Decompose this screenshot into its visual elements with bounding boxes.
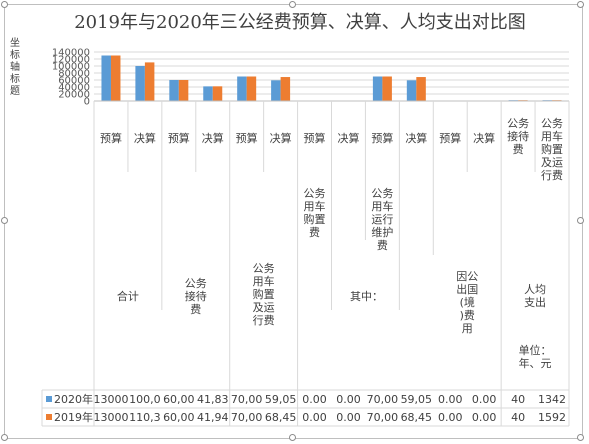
chart-frame[interactable]: [4, 4, 583, 439]
resize-handle-middle-left[interactable]: [1, 217, 8, 224]
x-group-label: 因公出国(境)费用: [456, 270, 478, 335]
data-table-value: 0.00: [302, 411, 327, 424]
data-table-value: 1592: [538, 411, 566, 424]
x-category-label: 公务接待费: [507, 117, 529, 156]
data-table-value: 0.00: [438, 393, 463, 406]
chart-title[interactable]: 2019年与2020年三公经费预算、决算、人均支出对比图: [74, 12, 526, 33]
y-tick-label: 60000: [58, 76, 90, 87]
x-group-label: 公务用车购置及运行费: [253, 262, 275, 327]
bar-2019[interactable]: [416, 77, 426, 101]
data-table-value: 0.00: [472, 393, 497, 406]
x-category-label: 预算: [100, 131, 122, 145]
data-table-value: 70,00: [367, 393, 399, 406]
data-table-value: 0.00: [472, 411, 497, 424]
x-subgroup-label: 公务用车运行维护费: [371, 187, 393, 252]
x-category-label: 预算: [304, 131, 326, 145]
x-group-label: 公务接待费: [185, 277, 207, 316]
legend-label[interactable]: 2020年: [54, 392, 93, 406]
x-category-label: 决算: [202, 131, 224, 145]
x-group-label: 人均支出: [524, 283, 546, 309]
bar-2020[interactable]: [169, 80, 179, 101]
bar-2019[interactable]: [280, 77, 291, 101]
data-table-value: 40: [511, 411, 525, 424]
resize-handle-top-middle[interactable]: [289, 1, 296, 8]
bar-2019[interactable]: [110, 55, 121, 102]
y-axis-title[interactable]: 坐标轴标题: [10, 38, 20, 97]
data-table-value: 0.00: [302, 393, 327, 406]
bar-2019[interactable]: [382, 76, 392, 102]
data-table-value: 40: [511, 393, 525, 406]
x-group-label: 单位：年、元: [519, 343, 552, 370]
data-table-value: 0.00: [438, 411, 463, 424]
bar-2020[interactable]: [237, 76, 247, 102]
resize-handle-middle-right[interactable]: [577, 217, 584, 224]
resize-handle-top-right[interactable]: [577, 1, 584, 8]
legend-key-2019[interactable]: [46, 414, 52, 420]
y-tick-label: 100000: [52, 62, 90, 73]
x-category-label: 公务用车购置及运行费: [541, 117, 563, 182]
x-category-label: 决算: [473, 131, 495, 145]
bar-2019[interactable]: [212, 86, 223, 101]
legend-label[interactable]: 2019年: [54, 410, 93, 424]
y-tick-label: 20000: [58, 90, 90, 101]
data-table-value: 68,45: [265, 411, 297, 424]
resize-handle-bottom-left[interactable]: [1, 434, 8, 441]
y-tick-label: 140000: [52, 48, 90, 59]
data-table-value: 60,00: [163, 411, 195, 424]
data-table-value: 68,45: [401, 411, 433, 424]
data-table-value: 59,05: [265, 393, 297, 406]
legend-key-2020[interactable]: [46, 396, 52, 402]
bar-2019[interactable]: [144, 62, 155, 101]
bar-2020[interactable]: [203, 86, 213, 101]
x-category-label: 预算: [371, 131, 393, 145]
bar-2020[interactable]: [406, 80, 417, 101]
data-table-value: 100,0: [129, 393, 161, 406]
x-group-label: 合计: [117, 289, 139, 303]
data-table-value: 70,00: [367, 411, 399, 424]
data-table-value: 60,00: [163, 393, 195, 406]
y-tick-label: 0: [84, 97, 90, 108]
data-table-value: 41,94: [197, 411, 229, 424]
x-category-label: 预算: [439, 131, 461, 145]
data-table-value: 13000: [93, 393, 128, 406]
data-table-value: 1342: [538, 393, 566, 406]
x-category-label: 决算: [337, 131, 359, 145]
bar-2019[interactable]: [178, 80, 189, 101]
resize-handle-bottom-right[interactable]: [577, 434, 584, 441]
resize-handle-top-left[interactable]: [1, 1, 8, 8]
data-table-value: 0.00: [336, 411, 361, 424]
bar-2020[interactable]: [372, 76, 383, 102]
bar-2020[interactable]: [101, 55, 111, 102]
data-table-value: 59,05: [401, 393, 433, 406]
x-category-label: 决算: [405, 131, 427, 145]
x-category-label: 决算: [134, 131, 156, 145]
x-category-label: 预算: [168, 131, 190, 145]
data-table-value: 110,3: [129, 411, 161, 424]
data-table-value: 70,00: [231, 393, 263, 406]
y-tick-label: 80000: [58, 69, 90, 80]
data-table-value: 13000: [93, 411, 128, 424]
y-tick-label: 120000: [52, 55, 90, 66]
resize-handle-bottom-middle[interactable]: [289, 434, 296, 441]
y-tick-label: 40000: [58, 83, 90, 94]
data-table-value: 0.00: [336, 393, 361, 406]
data-table-value: 41,83: [197, 393, 229, 406]
x-category-label: 决算: [270, 131, 292, 145]
x-group-label: 其中：: [350, 290, 383, 303]
data-table-value: 70,00: [231, 411, 263, 424]
bar-2019[interactable]: [246, 76, 257, 102]
bar-2020[interactable]: [271, 80, 281, 101]
bar-2020[interactable]: [135, 66, 145, 101]
x-category-label: 预算: [236, 131, 258, 145]
x-subgroup-label: 公务用车购置费: [304, 187, 326, 239]
